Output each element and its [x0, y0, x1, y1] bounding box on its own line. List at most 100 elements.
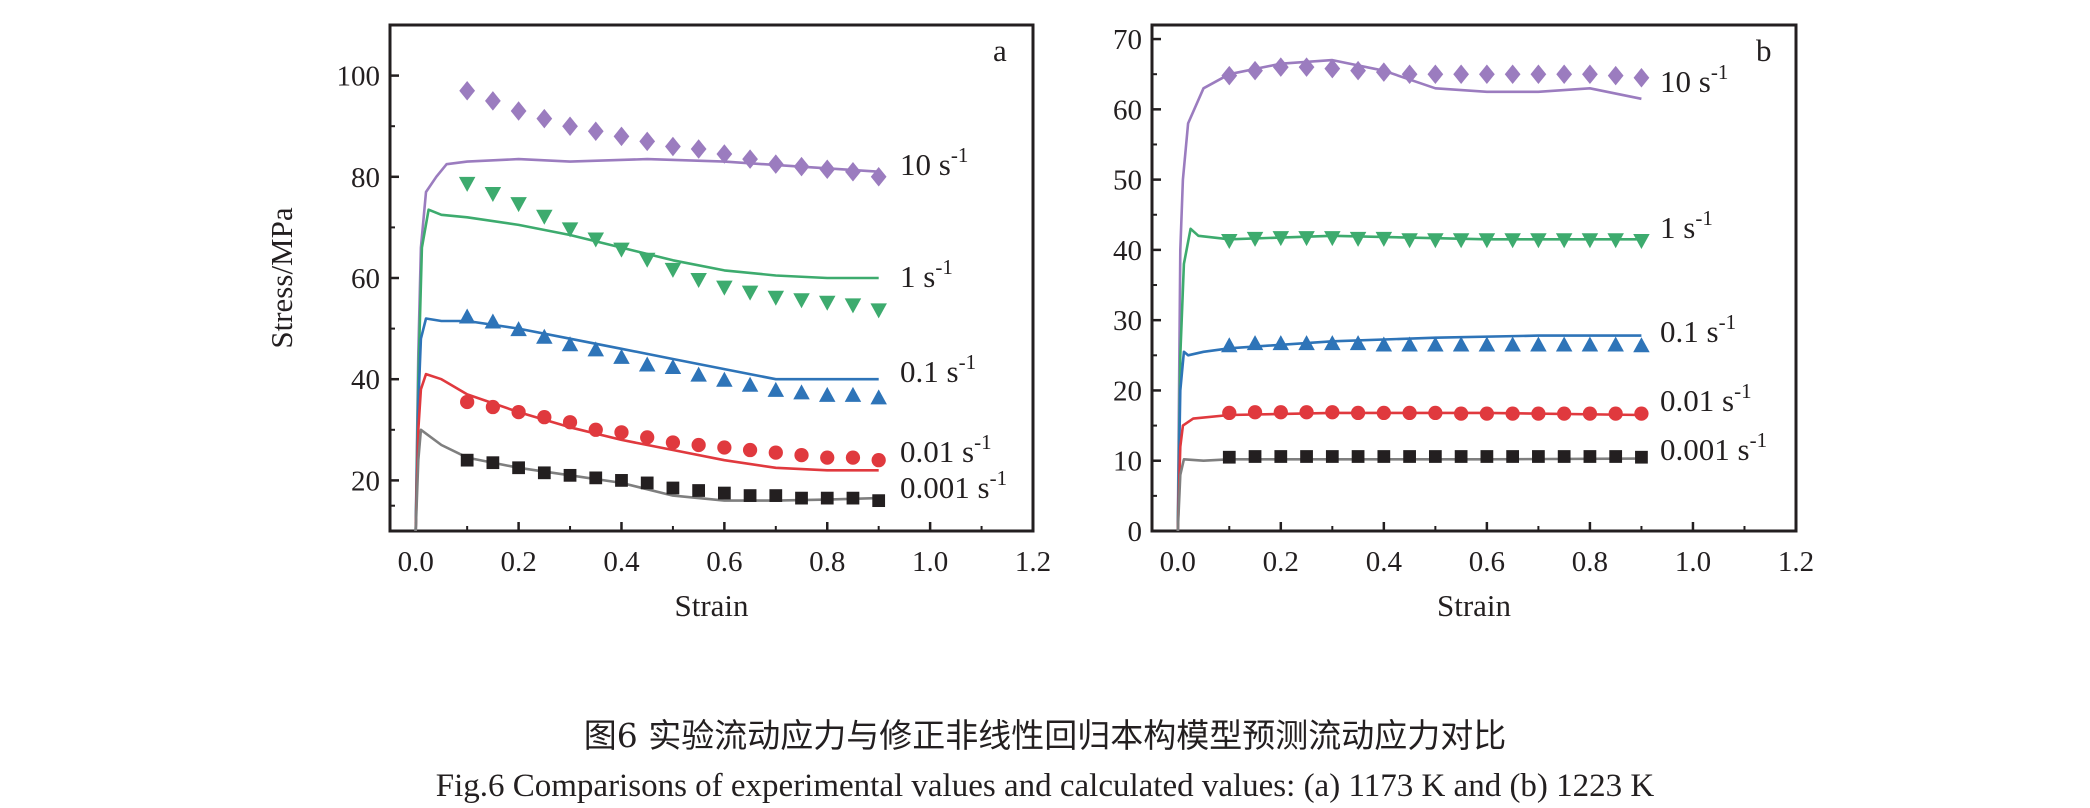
data-point-triangle-up — [1607, 336, 1624, 352]
data-point-triangle-up — [1349, 335, 1367, 351]
data-point-square — [872, 494, 886, 508]
data-point-circle — [562, 415, 578, 430]
data-point-triangle-down — [690, 273, 707, 289]
data-point-square — [666, 481, 680, 495]
x-tick-label: 0.6 — [706, 546, 742, 578]
data-point-square — [795, 491, 808, 505]
data-point-diamond — [767, 154, 784, 174]
data-point-square — [1274, 450, 1288, 463]
data-point-circle — [1376, 405, 1391, 421]
data-point-circle — [1582, 406, 1598, 421]
data-point-square — [1325, 450, 1339, 463]
strain-rate-label-base: 0.1 s — [900, 354, 959, 389]
data-point-triangle-down — [536, 209, 553, 225]
data-point-triangle-down — [716, 280, 733, 296]
data-point-triangle-down — [1427, 233, 1444, 249]
data-point-diamond — [1401, 64, 1418, 84]
y-tick-label: 70 — [1113, 24, 1142, 56]
data-point-triangle-up — [1504, 336, 1521, 352]
data-point-circle — [845, 450, 861, 465]
data-point-triangle-up — [664, 359, 682, 375]
data-point-square — [1248, 450, 1262, 463]
strain-rate-label: 1 s-1 — [1660, 206, 1713, 245]
data-point-circle — [588, 422, 603, 437]
data-point-circle — [485, 399, 501, 415]
data-point-diamond — [1298, 57, 1315, 77]
data-point-diamond — [1350, 60, 1366, 81]
data-point-square — [1300, 450, 1313, 463]
data-point-triangle-down — [1246, 231, 1264, 247]
data-point-circle — [537, 410, 552, 425]
data-point-triangle-up — [1324, 335, 1341, 351]
x-tick-label: 1.0 — [1675, 546, 1711, 578]
y-tick-label: 20 — [351, 465, 380, 497]
data-point-circle — [1325, 405, 1340, 420]
strain-rate-label: 0.01 s-1 — [1660, 379, 1752, 418]
data-point-triangle-up — [1272, 335, 1290, 351]
data-point-diamond — [1453, 64, 1469, 84]
series-calculated-curve — [414, 157, 879, 532]
strain-rate-label-exponent: -1 — [1734, 379, 1752, 403]
series-calculated-curve — [1176, 334, 1642, 532]
data-point-triangle-up — [536, 328, 553, 344]
data-point-diamond — [485, 91, 501, 111]
x-tick-label: 1.2 — [1778, 546, 1814, 578]
data-point-circle — [1402, 405, 1417, 421]
data-point-circle — [768, 445, 783, 460]
series-calculated-curve — [414, 208, 879, 532]
data-point-square — [640, 476, 654, 490]
data-point-diamond — [1556, 64, 1573, 84]
strain-rate-label-exponent: -1 — [951, 143, 969, 167]
data-point-triangle-down — [1324, 231, 1341, 247]
data-point-triangle-down — [1272, 231, 1290, 247]
data-point-triangle-down — [741, 285, 759, 301]
data-point-triangle-up — [818, 386, 836, 402]
data-point-square — [1532, 450, 1545, 463]
data-point-triangle-down — [561, 222, 579, 238]
strain-rate-label: 10 s-1 — [1660, 60, 1728, 99]
x-axis-title: Strain — [674, 588, 749, 623]
data-point-diamond — [613, 126, 630, 147]
data-point-triangle-down — [793, 293, 810, 309]
data-point-triangle-down — [1607, 233, 1624, 249]
data-point-triangle-up — [716, 371, 733, 387]
figure-caption-english: Fig.6 Comparisons of experimental values… — [435, 768, 1655, 804]
data-point-triangle-down — [664, 262, 682, 278]
data-point-square — [1351, 450, 1365, 463]
data-point-circle — [717, 440, 732, 455]
data-point-diamond — [1221, 65, 1238, 86]
data-point-triangle-up — [1555, 336, 1573, 352]
x-tick-label: 0.2 — [500, 546, 536, 578]
data-point-square — [1403, 450, 1416, 463]
data-point-triangle-up — [870, 389, 887, 405]
data-point-triangle-down — [767, 290, 785, 306]
data-point-triangle-up — [1633, 337, 1650, 353]
panel-letter: a — [993, 33, 1007, 68]
data-point-diamond — [1272, 57, 1289, 77]
strain-rate-label: 10 s-1 — [900, 143, 968, 182]
data-point-circle — [691, 437, 706, 453]
data-point-square — [1583, 450, 1597, 463]
data-point-diamond — [716, 144, 733, 164]
data-point-triangle-up — [561, 336, 579, 352]
y-tick-label: 80 — [351, 162, 380, 194]
strain-rate-label-exponent: -1 — [1711, 60, 1729, 84]
data-point-square — [563, 468, 577, 482]
data-point-triangle-down — [1581, 233, 1599, 249]
data-point-triangle-down — [484, 187, 502, 203]
panel-letter: b — [1756, 33, 1772, 68]
data-point-circle — [460, 394, 475, 410]
data-point-circle — [1479, 406, 1495, 421]
data-point-diamond — [536, 108, 553, 129]
data-point-square — [486, 456, 500, 470]
strain-rate-label-base: 0.001 s — [900, 470, 990, 505]
x-tick-label: 1.0 — [912, 546, 948, 578]
data-point-triangle-down — [1633, 233, 1650, 249]
data-point-triangle-up — [690, 366, 707, 382]
data-point-triangle-down — [510, 197, 527, 213]
data-point-triangle-down — [1221, 233, 1238, 249]
data-point-diamond — [690, 139, 707, 159]
y-tick-label: 40 — [351, 364, 380, 396]
data-point-diamond — [1582, 64, 1598, 84]
